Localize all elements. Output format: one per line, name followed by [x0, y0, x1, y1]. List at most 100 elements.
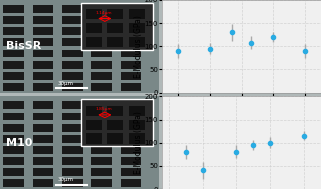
Bar [129, 9, 144, 19]
Bar [3, 146, 24, 154]
Bar [91, 83, 112, 91]
Bar [32, 5, 53, 13]
Y-axis label: E-Modulus (GPa): E-Modulus (GPa) [134, 111, 143, 174]
Bar [121, 101, 142, 109]
Bar [3, 179, 24, 187]
Bar [62, 61, 82, 69]
Bar [62, 38, 82, 46]
Bar [121, 16, 142, 24]
Text: 1.85μm: 1.85μm [95, 107, 112, 111]
Bar [91, 101, 112, 109]
Bar [32, 72, 53, 80]
Bar [32, 157, 53, 165]
Bar [107, 106, 123, 116]
FancyBboxPatch shape [81, 99, 152, 146]
Bar [107, 119, 123, 130]
Bar [121, 61, 142, 69]
Bar [121, 124, 142, 132]
Bar [62, 16, 82, 24]
Bar [121, 113, 142, 120]
Bar [3, 5, 24, 13]
Bar [32, 124, 53, 132]
Bar [62, 72, 82, 80]
Bar [86, 9, 102, 19]
Bar [91, 179, 112, 187]
Bar [121, 72, 142, 80]
Bar [3, 101, 24, 109]
Bar [86, 23, 102, 33]
Bar [32, 146, 53, 154]
Bar [121, 179, 142, 187]
Bar [91, 157, 112, 165]
Text: 30μm: 30μm [57, 177, 73, 182]
Bar [86, 37, 102, 47]
Bar [32, 101, 53, 109]
Bar [3, 72, 24, 80]
Bar [107, 9, 123, 19]
Bar [91, 27, 112, 35]
Bar [121, 83, 142, 91]
Bar [107, 23, 123, 33]
Bar [32, 83, 53, 91]
Bar [62, 146, 82, 154]
Bar [62, 113, 82, 120]
Bar [3, 124, 24, 132]
Bar [62, 179, 82, 187]
Bar [121, 157, 142, 165]
Bar [107, 133, 123, 144]
Bar [3, 83, 24, 91]
Bar [3, 50, 24, 57]
Bar [121, 146, 142, 154]
Bar [121, 27, 142, 35]
Bar [129, 133, 144, 144]
Bar [3, 157, 24, 165]
Y-axis label: E-Modulus (GPa): E-Modulus (GPa) [134, 15, 143, 78]
Bar [91, 38, 112, 46]
Bar [62, 157, 82, 165]
FancyBboxPatch shape [81, 3, 152, 50]
Bar [86, 119, 102, 130]
Bar [91, 61, 112, 69]
Bar [86, 106, 102, 116]
Bar [32, 61, 53, 69]
Bar [91, 135, 112, 143]
X-axis label: Peak Intensity (TW/cm²): Peak Intensity (TW/cm²) [195, 104, 288, 113]
Bar [121, 50, 142, 57]
Bar [32, 113, 53, 120]
Text: M10: M10 [6, 138, 33, 148]
Bar [121, 135, 142, 143]
Bar [3, 135, 24, 143]
Bar [129, 106, 144, 116]
Bar [62, 27, 82, 35]
Bar [91, 5, 112, 13]
Bar [86, 133, 102, 144]
Bar [3, 61, 24, 69]
Bar [3, 113, 24, 120]
Bar [91, 50, 112, 57]
Bar [32, 27, 53, 35]
Text: 1.14μm: 1.14μm [95, 11, 112, 15]
Bar [3, 38, 24, 46]
Bar [91, 146, 112, 154]
Bar [3, 168, 24, 176]
Bar [32, 135, 53, 143]
Text: 30μm: 30μm [57, 81, 73, 86]
Bar [107, 37, 123, 47]
Bar [62, 168, 82, 176]
Bar [129, 23, 144, 33]
Bar [32, 16, 53, 24]
Bar [129, 119, 144, 130]
Bar [121, 5, 142, 13]
Bar [62, 50, 82, 57]
Bar [62, 5, 82, 13]
Bar [91, 113, 112, 120]
Bar [129, 37, 144, 47]
Bar [91, 72, 112, 80]
Bar [91, 168, 112, 176]
Text: BisSR: BisSR [6, 41, 42, 51]
Bar [91, 16, 112, 24]
Bar [32, 179, 53, 187]
Bar [62, 101, 82, 109]
Bar [62, 83, 82, 91]
Bar [32, 168, 53, 176]
